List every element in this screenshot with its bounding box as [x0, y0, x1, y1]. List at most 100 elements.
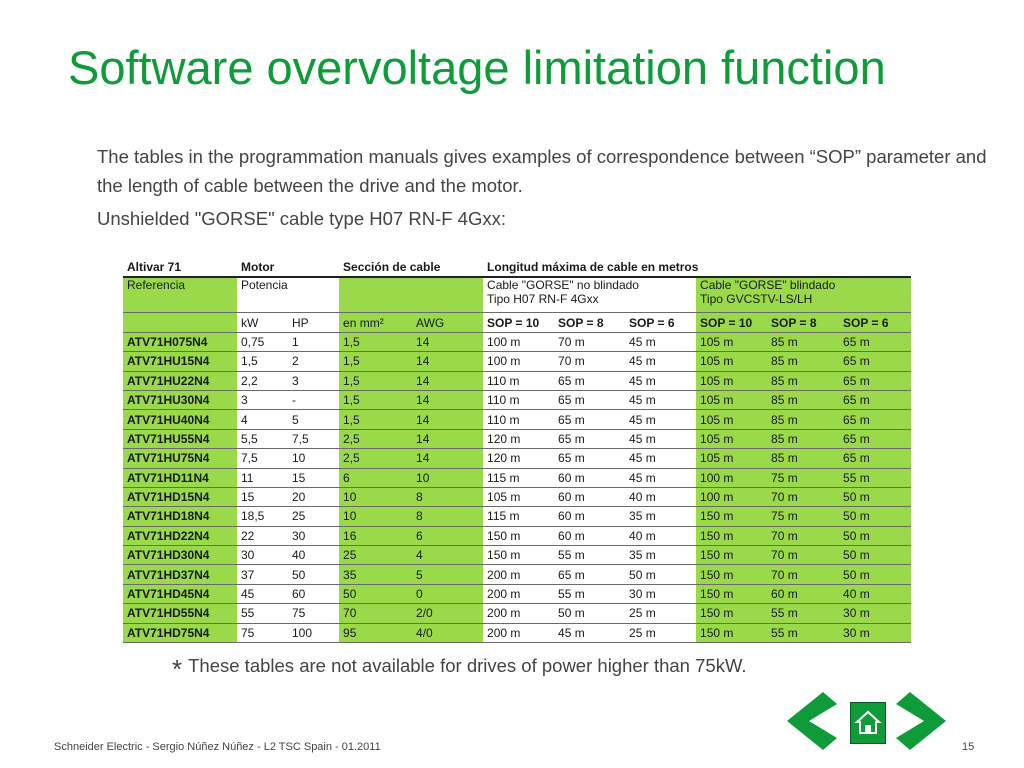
cell-shielded-sop8: 60 m: [767, 584, 840, 605]
cell-reference: ATV71HU15N4: [123, 351, 237, 372]
cell-section-mm2: 25: [339, 545, 413, 566]
page-number: 15: [962, 741, 975, 753]
cell-shielded-sop6: 65 m: [839, 429, 912, 450]
cell-power-hp: 20: [288, 487, 340, 508]
cell-unshielded-sop10: 150 m: [483, 545, 555, 566]
cell-power-hp: 75: [288, 603, 340, 624]
unshielded-line2: Tipo H07 RN-F 4Gxx: [487, 292, 599, 307]
table-row: ATV71HD45N4 45 60 50 0 200 m 55 m 30 m 150 m 60 m…: [123, 584, 912, 605]
cell-power-kw: 15: [237, 487, 288, 508]
cell-shielded-sop10: 100 m: [696, 468, 768, 488]
cell-shielded-sop6: 30 m: [839, 603, 912, 624]
cell-power-kw: 55: [237, 603, 288, 624]
cell-reference: ATV71HU40N4: [123, 409, 237, 430]
cell-shielded-sop10: 105 m: [696, 351, 768, 372]
cell-shielded-sop6: 50 m: [839, 545, 912, 566]
home-icon-graphic: [854, 710, 882, 734]
table-units-row: kW HP en mm² AWG SOP = 10 SOP = 8 SOP = …: [123, 312, 912, 333]
chevron-right-icon[interactable]: [894, 690, 950, 757]
shielded-line1: Cable "GORSE" blindado: [700, 278, 836, 293]
cell-power-kw: 3: [237, 390, 288, 411]
table-row: ATV71HD30N4 30 40 25 4 150 m 55 m 35 m 150 m 70 m…: [123, 545, 912, 566]
cell-power-kw: 75: [237, 623, 288, 644]
cell-section-mm2: 16: [339, 526, 413, 547]
cell-shielded-sop8: 70 m: [767, 545, 840, 566]
cell-shielded-sop8: 85 m: [767, 371, 840, 391]
cell-shielded-sop8: 70 m: [767, 564, 840, 585]
home-icon[interactable]: [850, 702, 886, 744]
cell-unshielded-sop8: 60 m: [554, 526, 626, 547]
cell-unshielded-sop10: 200 m: [483, 623, 555, 644]
cell-unshielded-sop6: 35 m: [625, 506, 697, 527]
cell-power-kw: 11: [237, 468, 288, 488]
cell-unshielded-sop8: 60 m: [554, 487, 626, 508]
cell-unshielded-sop8: 55 m: [554, 545, 626, 566]
table-row: ATV71HU30N4 3-1,5 14 110 m 65 m 45 m 105 m 85 m…: [123, 390, 912, 411]
cell-section-mm2: 35: [339, 564, 413, 585]
cell-unshielded-sop8: 60 m: [554, 468, 626, 488]
cell-power-hp: 5: [288, 409, 340, 430]
cell-shielded-sop6: 40 m: [839, 584, 912, 605]
cell-reference: ATV71HD75N4: [123, 623, 237, 644]
cell-shielded-sop8: 85 m: [767, 332, 840, 353]
chevron-left-icon-graphic: [787, 692, 837, 750]
cell-shielded-sop6: 55 m: [839, 468, 912, 488]
cell-reference: ATV71HD22N4: [123, 526, 237, 547]
cell-section-awg: 14: [412, 390, 484, 411]
header-max-length: Longitud máxima de cable en metros: [483, 258, 912, 279]
cell-unshielded-sop8: 65 m: [554, 429, 626, 450]
cell-reference: ATV71HU55N4: [123, 429, 237, 450]
cell-power-hp: 40: [288, 545, 340, 566]
cell-power-hp: 7,5: [288, 429, 340, 450]
units-sop10-unshielded: SOP = 10: [483, 312, 555, 333]
cell-section-awg: 14: [412, 332, 484, 353]
cell-power-kw: 5,5: [237, 429, 288, 450]
cell-shielded-sop10: 150 m: [696, 506, 768, 527]
cell-shielded-sop6: 65 m: [839, 351, 912, 372]
cell-unshielded-sop10: 120 m: [483, 448, 555, 469]
table-row: ATV71HD11N4 11 15 6 10 115 m 60 m 45 m 100 m 75 m…: [123, 468, 912, 488]
cell-power-hp: 60: [288, 584, 340, 605]
table-row: ATV71HD15N4 15 20 10 8 105 m 60 m 40 m 100 m 70 m…: [123, 487, 912, 508]
cell-unshielded-sop6: 45 m: [625, 351, 697, 372]
cell-section-awg: 5: [412, 564, 484, 585]
cell-power-kw: 22: [237, 526, 288, 547]
cell-section-awg: 4: [412, 545, 484, 566]
cell-section-mm2: 70: [339, 603, 413, 624]
cell-shielded-sop10: 150 m: [696, 623, 768, 644]
footnote: * These tables are not available for driv…: [172, 654, 747, 685]
chevron-left-icon[interactable]: [783, 690, 839, 757]
cell-unshielded-sop10: 110 m: [483, 371, 555, 391]
cell-unshielded-sop6: 45 m: [625, 371, 697, 391]
cell-shielded-sop10: 105 m: [696, 429, 768, 450]
cell-reference: ATV71HD30N4: [123, 545, 237, 566]
cell-reference: ATV71HD55N4: [123, 603, 237, 624]
units-blank: [123, 312, 237, 333]
cell-unshielded-sop10: 115 m: [483, 468, 555, 488]
units-sop8-unshielded: SOP = 8: [554, 312, 626, 333]
subheader-blank: [339, 277, 484, 314]
cell-section-awg: 2/0: [412, 603, 484, 624]
cell-shielded-sop6: 65 m: [839, 448, 912, 469]
cell-power-hp: 25: [288, 506, 340, 527]
units-sop10-shielded: SOP = 10: [696, 312, 768, 333]
cell-unshielded-sop8: 60 m: [554, 506, 626, 527]
units-mm2: en mm²: [339, 312, 413, 333]
cell-unshielded-sop10: 105 m: [483, 487, 555, 508]
cell-shielded-sop6: 50 m: [839, 506, 912, 527]
cell-section-awg: 0: [412, 584, 484, 605]
cell-unshielded-sop10: 150 m: [483, 526, 555, 547]
cell-section-mm2: 1,5: [339, 351, 413, 372]
cell-reference: ATV71HU30N4: [123, 390, 237, 411]
header-altivar: Altivar 71: [123, 258, 237, 279]
cell-unshielded-sop10: 115 m: [483, 506, 555, 527]
intro-text: The tables in the programmation manuals …: [97, 146, 987, 196]
units-sop8-shielded: SOP = 8: [767, 312, 840, 333]
cell-unshielded-sop6: 45 m: [625, 332, 697, 353]
table-row: ATV71HU22N4 2,2 3 1,5 14 110 m 65 m 45 m 105 m 85…: [123, 371, 912, 391]
table-row: ATV71HD18N4 18,5 25 10 8 115 m 60 m 35 m 150 m 75…: [123, 506, 912, 527]
cell-section-awg: 8: [412, 506, 484, 527]
cell-unshielded-sop8: 65 m: [554, 390, 626, 411]
